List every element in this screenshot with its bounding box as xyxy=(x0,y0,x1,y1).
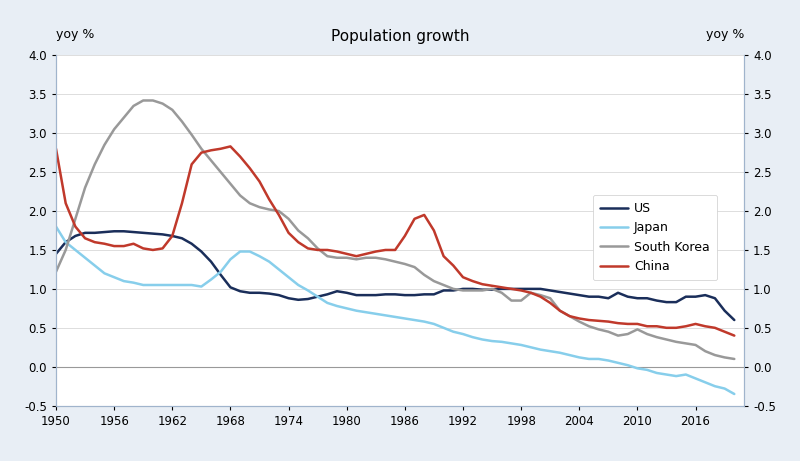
Legend: US, Japan, South Korea, China: US, Japan, South Korea, China xyxy=(593,195,717,280)
Japan xyxy=(51,224,61,230)
US xyxy=(254,290,264,296)
China xyxy=(70,224,80,230)
Text: yoy %: yoy % xyxy=(706,28,744,41)
South Korea xyxy=(51,269,61,275)
China xyxy=(574,316,584,321)
China xyxy=(730,333,739,338)
China xyxy=(468,278,478,284)
US xyxy=(701,292,710,298)
Japan xyxy=(303,288,313,293)
South Korea xyxy=(468,288,478,293)
Japan xyxy=(245,249,254,254)
Japan xyxy=(690,376,700,381)
Line: Japan: Japan xyxy=(56,227,734,394)
China xyxy=(51,146,61,152)
South Korea xyxy=(390,259,400,265)
China xyxy=(226,144,235,149)
US xyxy=(730,317,739,323)
South Korea xyxy=(730,356,739,362)
Title: Population growth: Population growth xyxy=(330,30,470,44)
Japan xyxy=(70,247,80,253)
South Korea xyxy=(574,319,584,325)
US xyxy=(51,251,61,257)
Text: yoy %: yoy % xyxy=(56,28,94,41)
US xyxy=(70,233,80,239)
US xyxy=(468,286,478,292)
China xyxy=(701,324,710,329)
US xyxy=(574,292,584,298)
Japan xyxy=(458,331,468,337)
South Korea xyxy=(701,349,710,354)
China xyxy=(390,247,400,253)
South Korea xyxy=(254,204,264,210)
China xyxy=(254,179,264,184)
South Korea xyxy=(70,216,80,222)
Line: US: US xyxy=(56,231,734,320)
Line: China: China xyxy=(56,147,734,336)
Japan xyxy=(381,313,390,318)
US xyxy=(110,229,119,234)
Line: South Korea: South Korea xyxy=(56,100,734,359)
Japan xyxy=(730,391,739,397)
US xyxy=(390,291,400,297)
South Korea xyxy=(138,98,148,103)
